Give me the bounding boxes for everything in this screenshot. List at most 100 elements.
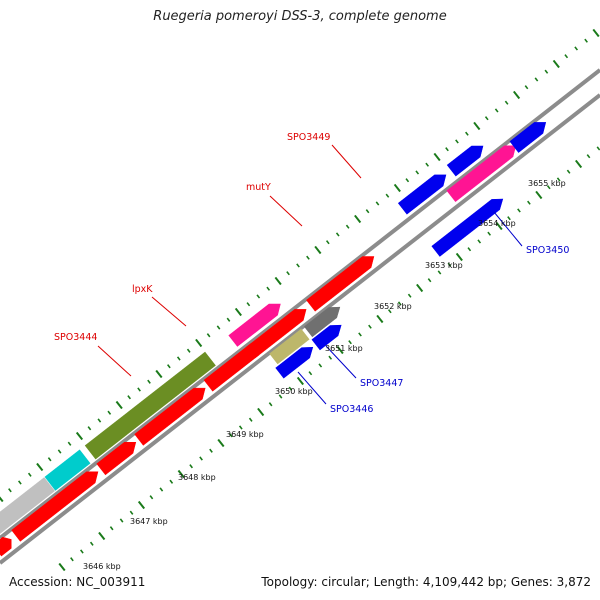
outer-tick xyxy=(0,496,4,503)
gene-features xyxy=(0,122,547,557)
gene-label: lpxK xyxy=(132,284,153,295)
inner-tick xyxy=(437,270,442,275)
inner-tick xyxy=(376,314,384,324)
gene-red xyxy=(0,536,12,557)
inner-tick xyxy=(119,518,124,523)
inner-tick xyxy=(296,376,304,386)
inner-tick xyxy=(89,541,94,546)
genome-backbone-outer xyxy=(0,68,600,540)
outer-tick xyxy=(306,255,310,260)
gene-khaki-SPO3446 xyxy=(269,328,310,365)
outer-tick xyxy=(455,139,459,144)
outer-tick xyxy=(504,100,509,105)
gene-red xyxy=(96,441,137,476)
inner-tick xyxy=(556,177,561,182)
outer-tick xyxy=(564,54,569,59)
gene-magenta xyxy=(446,145,517,203)
inner-tick xyxy=(596,146,600,151)
outer-tick xyxy=(544,69,549,74)
gene-blue xyxy=(397,174,447,215)
outer-tick xyxy=(137,387,141,392)
scale-label: 3647 kbp xyxy=(130,517,168,526)
inner-tick xyxy=(348,340,352,345)
outer-tick xyxy=(206,333,211,338)
outer-tick xyxy=(325,240,330,245)
outer-tick xyxy=(314,245,322,255)
inner-tick xyxy=(416,283,424,293)
scale-labels: 3646 kbp 3647 kbp 3648 kbp 3649 kbp 3650 kbp… xyxy=(83,179,566,571)
leader-line xyxy=(297,371,327,405)
inner-tick xyxy=(358,332,362,337)
outer-tick xyxy=(87,426,92,431)
inner-tick xyxy=(477,239,482,244)
scale-label: 3654 kbp xyxy=(478,219,516,228)
outer-tick xyxy=(494,108,499,113)
inner-tick xyxy=(467,247,472,252)
inner-tick xyxy=(427,278,432,283)
inner-tick xyxy=(586,154,591,159)
label-leaders xyxy=(97,144,523,405)
gene-red xyxy=(11,471,99,542)
gene-blue-SPO3446 xyxy=(311,324,342,351)
outer-tick xyxy=(75,431,84,441)
outer-tick xyxy=(256,294,261,299)
inner-tick xyxy=(199,456,203,461)
inner-tick xyxy=(98,531,106,541)
outer-tick xyxy=(234,307,242,317)
outer-tick xyxy=(445,147,449,152)
inner-tick xyxy=(257,407,265,417)
inner-tick xyxy=(189,464,194,469)
accession-text: Accession: NC_003911 xyxy=(9,575,146,589)
outer-tick xyxy=(335,232,340,237)
gene-labels: SPO3444 lpxK mutY SPO3449 SPO3446 SPO3447 SPO3… xyxy=(54,132,569,415)
outer-tick xyxy=(534,77,539,82)
outer-tick xyxy=(274,276,282,286)
gene-cyan xyxy=(44,449,91,491)
gene-olive-lpxK xyxy=(84,351,216,460)
gene-red xyxy=(134,387,206,446)
outer-tick xyxy=(473,121,481,131)
inner-tick xyxy=(546,185,551,190)
inner-tick xyxy=(328,355,333,360)
inner-tick xyxy=(495,221,503,231)
outer-tick xyxy=(354,214,362,224)
inner-tick xyxy=(268,402,273,407)
gene-label: SPO3447 xyxy=(360,378,403,389)
scale-label: 3655 kbp xyxy=(528,179,566,188)
inner-tick xyxy=(487,231,492,236)
inner-tick xyxy=(109,526,114,531)
gene-blue-SPO3450 xyxy=(431,198,504,257)
gene-blue xyxy=(509,122,547,153)
inner-tick xyxy=(447,262,452,267)
scale-label: 3646 kbp xyxy=(83,562,121,571)
genome-backbone-inner xyxy=(0,93,600,565)
outer-tick xyxy=(286,271,290,276)
inner-tick xyxy=(455,252,463,262)
gene-label: mutY xyxy=(246,182,271,193)
outer-tick xyxy=(524,85,529,90)
inner-tick xyxy=(248,417,253,422)
outer-tick xyxy=(296,263,300,268)
gene-label: SPO3449 xyxy=(287,132,330,143)
outer-tick xyxy=(574,46,579,51)
outer-tick xyxy=(365,209,370,214)
topology-summary: Topology: circular; Length: 4,109,442 bp… xyxy=(261,575,591,589)
inner-tick xyxy=(336,345,344,355)
leader-line xyxy=(97,345,132,377)
outer-tick xyxy=(27,472,32,477)
gene-red-mutY xyxy=(246,309,307,359)
outer-tick xyxy=(127,395,132,400)
outer-tick xyxy=(155,369,163,379)
inner-tick xyxy=(397,301,402,306)
outer-tick xyxy=(405,178,410,183)
leader-line xyxy=(269,195,303,227)
inner-tick xyxy=(238,425,243,430)
scale-label: 3650 kbp xyxy=(275,387,313,396)
inner-tick xyxy=(177,469,185,479)
inner-tick xyxy=(318,363,323,368)
outer-tick xyxy=(216,325,221,330)
inner-tick xyxy=(129,510,134,515)
outer-tick xyxy=(36,462,44,472)
inner-tick xyxy=(507,216,511,221)
